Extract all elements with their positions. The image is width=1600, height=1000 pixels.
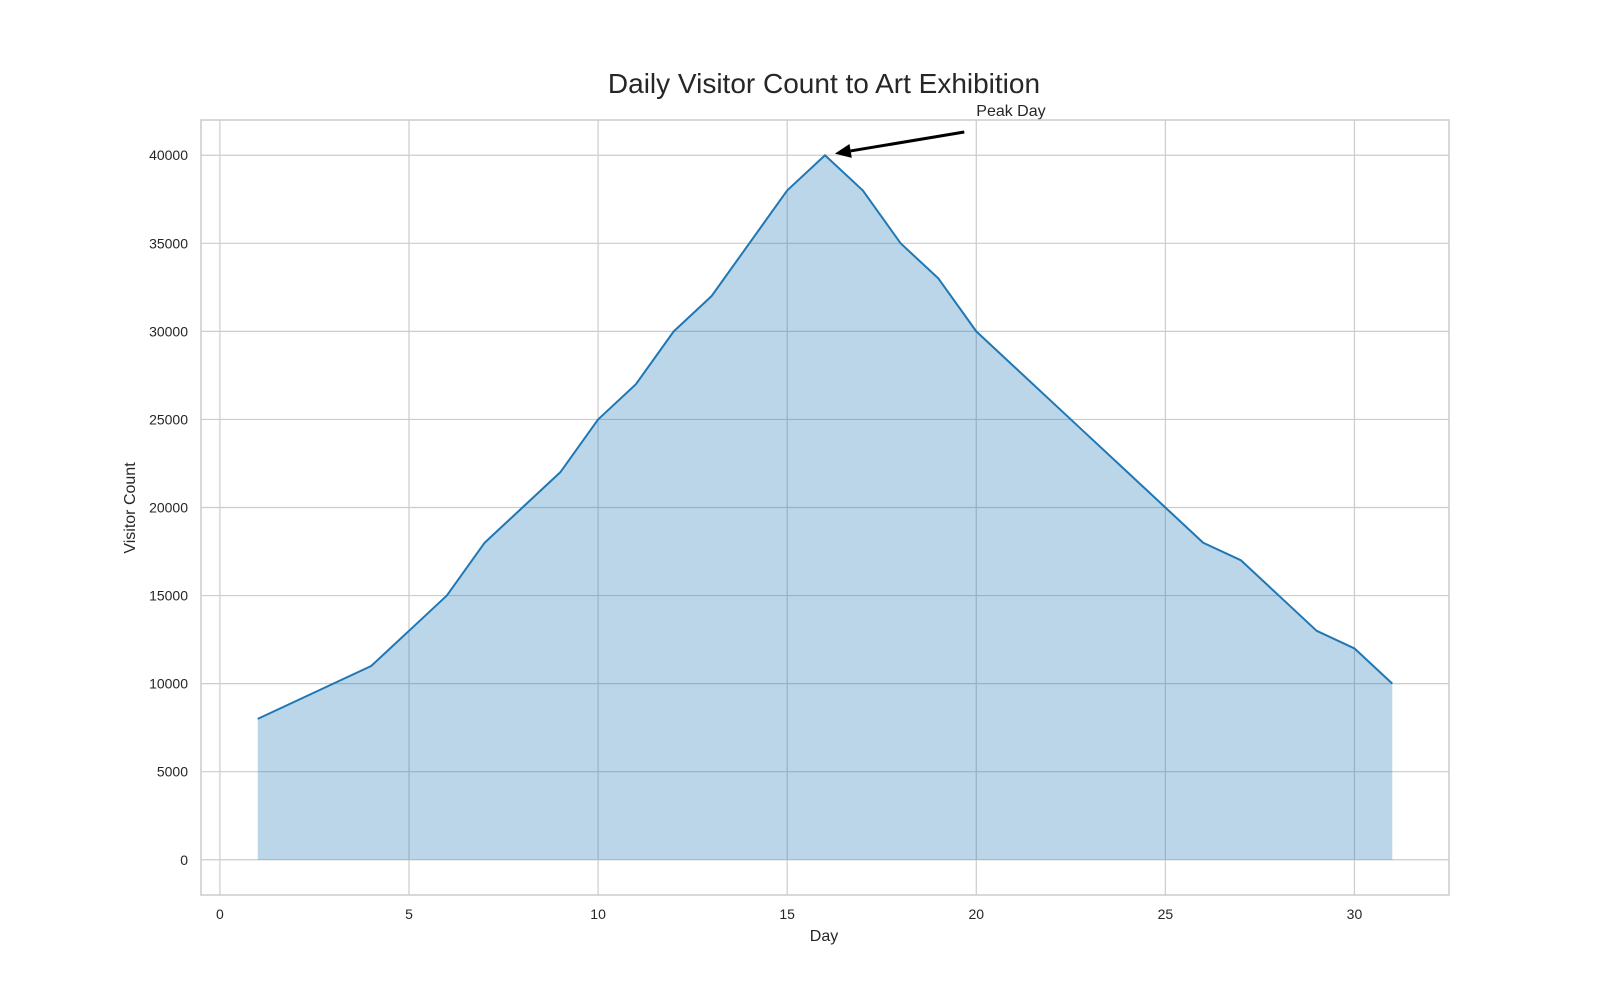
x-tick-label: 30 bbox=[1347, 906, 1363, 922]
y-tick-label: 25000 bbox=[149, 411, 188, 427]
y-tick-label: 10000 bbox=[149, 676, 188, 692]
plot-frame bbox=[200, 119, 1450, 896]
y-tick-label: 35000 bbox=[149, 235, 188, 251]
annotation-arrow-head bbox=[834, 144, 852, 158]
annotation-arrow-shaft bbox=[850, 130, 965, 153]
x-axis-ticks: 0 5 10 15 20 25 30 bbox=[216, 906, 1362, 922]
annotation-label: Peak Day bbox=[976, 103, 1045, 120]
y-tick-label: 5000 bbox=[157, 764, 188, 780]
y-axis-label: Visitor Count bbox=[122, 462, 139, 554]
x-tick-label: 5 bbox=[405, 906, 413, 922]
annotation: Peak Day bbox=[834, 103, 1046, 158]
x-tick-label: 25 bbox=[1158, 906, 1174, 922]
plot-area bbox=[257, 154, 1393, 860]
y-tick-label: 20000 bbox=[149, 500, 188, 516]
y-tick-label: 0 bbox=[180, 852, 188, 868]
x-tick-label: 15 bbox=[779, 906, 795, 922]
chart-title: Daily Visitor Count to Art Exhibition bbox=[608, 68, 1040, 99]
area-fill bbox=[257, 155, 1393, 860]
x-tick-label: 0 bbox=[216, 906, 224, 922]
y-axis-ticks: 0 5000 10000 15000 20000 25000 30000 35000 40000 bbox=[149, 147, 188, 868]
x-tick-label: 20 bbox=[968, 906, 984, 922]
x-tick-label: 10 bbox=[590, 906, 606, 922]
series-line bbox=[257, 154, 1393, 720]
y-tick-label: 30000 bbox=[149, 323, 188, 339]
x-axis-label: Day bbox=[810, 928, 838, 945]
y-tick-label: 40000 bbox=[149, 147, 188, 163]
y-tick-label: 15000 bbox=[149, 588, 188, 604]
